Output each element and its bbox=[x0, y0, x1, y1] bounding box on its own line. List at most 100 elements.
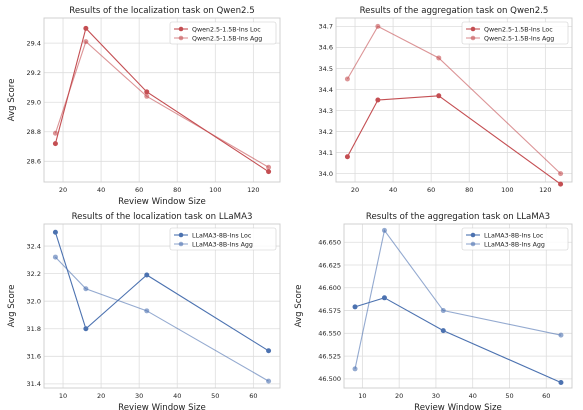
plot-area bbox=[44, 224, 280, 388]
legend-marker-loc bbox=[470, 26, 476, 32]
chart-title: Results of the localization task on LLaM… bbox=[72, 212, 253, 222]
y-tick-label: 46.500 bbox=[318, 375, 341, 383]
series-line-loc bbox=[354, 297, 562, 384]
legend-marker-loc bbox=[178, 26, 184, 32]
y-tick-label: 46.550 bbox=[318, 330, 341, 338]
y-tick-label: 34.2 bbox=[319, 128, 333, 136]
legend-label-agg: Qwen2.5-1.5B-Ins Agg bbox=[484, 35, 554, 42]
legend-marker-agg bbox=[470, 35, 476, 41]
legend: Qwen2.5-1.5B-Ins Loc Qwen2.5-1.5B-Ins Agg bbox=[169, 21, 277, 45]
subplot-1: 20 40 60 80 100 120 28.6 28.8 29.0 29.2 29.4 Result… bbox=[7, 6, 281, 207]
y-tick-label: 32.4 bbox=[27, 242, 41, 250]
x-tick-label: 40 bbox=[173, 392, 181, 400]
data-point-loc bbox=[375, 97, 381, 103]
x-tick-label: 40 bbox=[97, 186, 105, 194]
data-point-loc bbox=[352, 304, 358, 310]
data-point-agg bbox=[144, 308, 150, 314]
x-tick-label: 60 bbox=[427, 186, 435, 194]
y-tick-label: 31.6 bbox=[27, 353, 41, 361]
y-tick-label: 34.3 bbox=[319, 107, 333, 115]
data-point-agg bbox=[83, 286, 89, 292]
data-point-agg bbox=[558, 332, 564, 338]
series-line-agg bbox=[55, 256, 269, 382]
data-point-loc bbox=[52, 229, 58, 235]
series-line-loc bbox=[54, 232, 269, 352]
y-tick-label: 28.8 bbox=[27, 128, 41, 136]
x-tick-label: 80 bbox=[173, 186, 181, 194]
plot-area bbox=[336, 18, 572, 182]
legend: Qwen2.5-1.5B-Ins Loc Qwen2.5-1.5B-Ins Agg bbox=[461, 21, 569, 45]
subplot-3: 10 20 30 40 50 60 31.4 31.6 31.8 32.0 32.2 32.4 Resu… bbox=[7, 212, 281, 410]
data-point-agg bbox=[352, 366, 358, 372]
subplot-4: 10 20 30 40 50 60 46.500 46.525 46.550 46.575 46.6… bbox=[294, 212, 573, 410]
y-tick-label: 31.4 bbox=[27, 380, 41, 388]
data-point-loc bbox=[344, 154, 350, 160]
data-point-agg bbox=[375, 23, 381, 29]
series-line-agg bbox=[54, 40, 269, 168]
y-tick-label: 31.8 bbox=[27, 325, 41, 333]
legend-label-agg: LLaMA3-8B-Ins Agg bbox=[484, 241, 545, 248]
chart-title: Results of the aggregation task on LLaMA… bbox=[366, 212, 550, 222]
data-point-loc bbox=[52, 141, 58, 147]
data-point-agg bbox=[52, 254, 58, 260]
y-axis-label: Avg Score bbox=[294, 285, 304, 328]
x-tick-label: 50 bbox=[211, 392, 219, 400]
data-point-agg bbox=[436, 55, 442, 61]
x-tick-label: 100 bbox=[501, 186, 513, 194]
legend-marker-loc bbox=[178, 232, 184, 238]
y-tick-label: 34.1 bbox=[319, 149, 333, 157]
data-point-agg bbox=[381, 227, 387, 233]
y-tick-label: 46.650 bbox=[318, 239, 341, 247]
data-point-loc bbox=[266, 348, 272, 354]
x-tick-label: 120 bbox=[247, 186, 259, 194]
series-line-agg bbox=[346, 25, 561, 174]
x-axis-label: Review Window Size bbox=[118, 403, 206, 410]
x-tick-label: 20 bbox=[395, 392, 403, 400]
plot-frame bbox=[43, 17, 281, 183]
y-tick-label: 34.6 bbox=[319, 44, 333, 52]
legend-label-loc: Qwen2.5-1.5B-Ins Loc bbox=[192, 26, 261, 33]
y-tick-label: 29.0 bbox=[27, 99, 41, 107]
x-tick-label: 50 bbox=[505, 392, 513, 400]
legend-label-loc: LLaMA3-8B-Ins Loc bbox=[192, 232, 252, 239]
data-point-agg bbox=[144, 93, 150, 99]
y-tick-label: 32.2 bbox=[27, 270, 41, 278]
legend-marker-loc bbox=[470, 232, 476, 238]
x-tick-label: 10 bbox=[59, 392, 67, 400]
data-point-agg bbox=[344, 76, 350, 82]
y-tick-label: 34.0 bbox=[319, 170, 333, 178]
data-point-loc bbox=[83, 326, 89, 332]
data-point-loc bbox=[83, 25, 89, 31]
x-tick-label: 60 bbox=[249, 392, 257, 400]
data-point-agg bbox=[83, 39, 89, 45]
data-point-loc bbox=[381, 295, 387, 301]
x-tick-label: 40 bbox=[389, 186, 397, 194]
y-tick-label: 29.2 bbox=[27, 69, 41, 77]
y-tick-label: 32.0 bbox=[27, 297, 41, 305]
legend-marker-agg bbox=[470, 241, 476, 247]
subplot-2: 20 40 60 80 100 120 34.0 34.1 34.2 34.3 34.4 34.5 34… bbox=[319, 6, 573, 194]
legend: LLaMA3-8B-Ins Loc LLaMA3-8B-Ins Agg bbox=[461, 227, 569, 251]
x-axis-label: Review Window Size bbox=[414, 403, 502, 410]
y-axis-label: Avg Score bbox=[7, 285, 17, 328]
y-tick-label: 29.4 bbox=[27, 39, 41, 47]
data-point-agg bbox=[266, 164, 272, 170]
y-tick-label: 46.600 bbox=[318, 284, 341, 292]
x-tick-label: 100 bbox=[209, 186, 221, 194]
legend-label-loc: LLaMA3-8B-Ins Loc bbox=[484, 232, 544, 239]
x-tick-label: 80 bbox=[465, 186, 473, 194]
y-tick-label: 34.4 bbox=[319, 86, 333, 94]
y-tick-label: 46.575 bbox=[318, 307, 341, 315]
legend-box bbox=[461, 227, 569, 251]
series-line-loc bbox=[346, 95, 561, 185]
data-point-loc bbox=[266, 169, 272, 175]
data-point-loc bbox=[144, 89, 150, 95]
x-tick-label: 40 bbox=[469, 392, 477, 400]
x-tick-label: 10 bbox=[358, 392, 366, 400]
data-point-loc bbox=[440, 328, 446, 334]
data-point-loc bbox=[144, 272, 150, 278]
data-point-agg bbox=[558, 171, 564, 177]
legend-box bbox=[461, 21, 569, 45]
x-tick-label: 30 bbox=[432, 392, 440, 400]
y-axis-label: Avg Score bbox=[7, 79, 17, 122]
